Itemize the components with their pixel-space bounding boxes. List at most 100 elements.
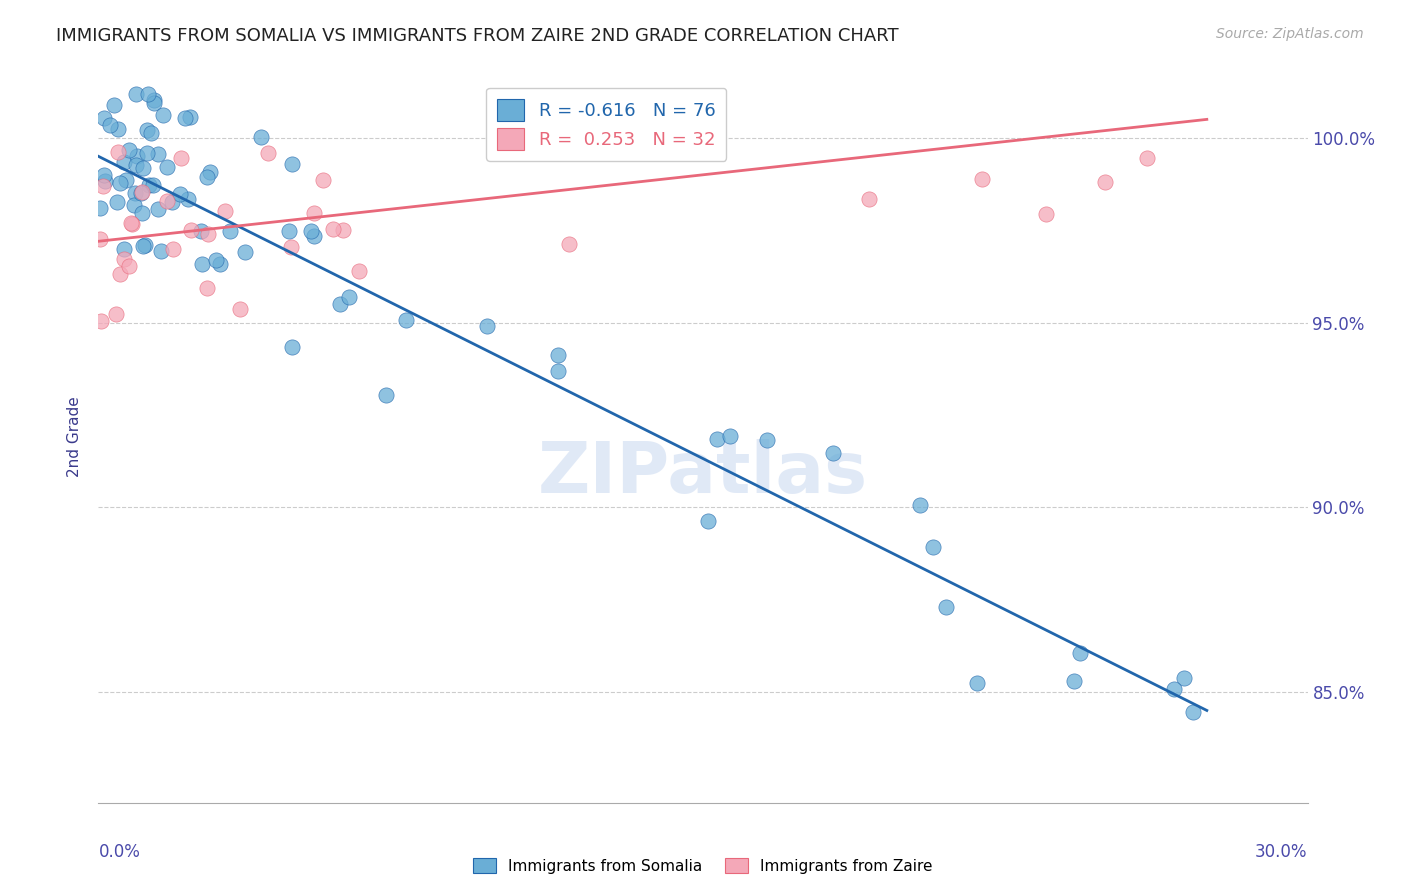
Point xyxy=(132,161,155,175)
Point xyxy=(547,363,569,377)
Point xyxy=(209,257,232,271)
Point xyxy=(136,87,159,101)
Point xyxy=(233,245,256,260)
Point xyxy=(146,147,169,161)
Point xyxy=(332,222,354,236)
Point xyxy=(108,268,131,282)
Point xyxy=(112,252,135,266)
Point xyxy=(304,206,326,220)
Point xyxy=(1094,175,1116,189)
Point xyxy=(131,239,153,253)
Point xyxy=(173,112,195,126)
Point xyxy=(94,173,117,187)
Point xyxy=(107,122,129,136)
Point xyxy=(105,195,128,210)
Point xyxy=(162,195,184,210)
Point xyxy=(169,186,191,201)
Point xyxy=(197,227,219,241)
Point xyxy=(349,264,371,278)
Point xyxy=(176,193,198,207)
Point xyxy=(89,232,111,246)
Point xyxy=(131,186,153,200)
Point xyxy=(910,498,932,512)
Point xyxy=(114,173,136,187)
Point xyxy=(922,540,945,554)
Point xyxy=(112,155,135,169)
Point xyxy=(179,110,201,124)
Point xyxy=(1069,646,1091,660)
Point xyxy=(122,197,145,211)
Point xyxy=(142,178,165,193)
Point xyxy=(93,112,115,126)
Point xyxy=(858,193,880,207)
Point xyxy=(190,223,212,237)
Point xyxy=(121,217,143,231)
Text: 30.0%: 30.0% xyxy=(1256,843,1308,861)
Point xyxy=(281,157,304,171)
Point xyxy=(250,130,273,145)
Point xyxy=(107,145,129,159)
Point xyxy=(156,161,179,175)
Point xyxy=(557,236,579,251)
Point xyxy=(205,253,228,268)
Point xyxy=(395,312,418,326)
Point xyxy=(93,168,115,182)
Point xyxy=(696,514,718,528)
Point xyxy=(125,158,148,172)
Point xyxy=(718,429,741,443)
Legend: R = -0.616   N = 76, R =  0.253   N = 32: R = -0.616 N = 76, R = 0.253 N = 32 xyxy=(486,87,727,161)
Point xyxy=(91,179,114,194)
Point xyxy=(281,340,304,354)
Point xyxy=(706,432,728,446)
Text: IMMIGRANTS FROM SOMALIA VS IMMIGRANTS FROM ZAIRE 2ND GRADE CORRELATION CHART: IMMIGRANTS FROM SOMALIA VS IMMIGRANTS FR… xyxy=(56,27,898,45)
Point xyxy=(547,349,569,363)
Point xyxy=(120,216,142,230)
Point xyxy=(195,281,218,295)
Point xyxy=(821,446,844,460)
Point xyxy=(134,237,156,252)
Point xyxy=(280,240,302,254)
Point xyxy=(475,318,498,333)
Point xyxy=(114,242,136,256)
Point xyxy=(191,257,214,271)
Point xyxy=(118,259,141,273)
Point xyxy=(200,165,222,179)
Point xyxy=(299,223,322,237)
Point xyxy=(125,87,148,101)
Point xyxy=(302,229,325,244)
Point xyxy=(322,222,344,236)
Text: Source: ZipAtlas.com: Source: ZipAtlas.com xyxy=(1216,27,1364,41)
Point xyxy=(108,176,131,190)
Point xyxy=(135,123,157,137)
Text: ZIPatlas: ZIPatlas xyxy=(538,439,868,508)
Point xyxy=(257,145,280,160)
Point xyxy=(152,108,174,122)
Point xyxy=(935,600,957,615)
Point xyxy=(162,242,184,256)
Point xyxy=(180,223,202,237)
Point xyxy=(105,307,128,321)
Point xyxy=(214,204,236,219)
Point xyxy=(375,388,398,402)
Point xyxy=(124,186,146,200)
Legend: Immigrants from Somalia, Immigrants from Zaire: Immigrants from Somalia, Immigrants from… xyxy=(467,852,939,880)
Y-axis label: 2nd Grade: 2nd Grade xyxy=(67,397,83,477)
Point xyxy=(1182,705,1205,719)
Point xyxy=(136,145,159,160)
Point xyxy=(139,126,162,140)
Point xyxy=(1163,681,1185,696)
Point xyxy=(118,143,141,157)
Point xyxy=(103,98,125,112)
Point xyxy=(131,186,153,200)
Point xyxy=(755,433,778,447)
Point xyxy=(125,149,148,163)
Point xyxy=(155,194,177,208)
Point xyxy=(89,202,111,216)
Text: 0.0%: 0.0% xyxy=(98,843,141,861)
Point xyxy=(1173,671,1195,685)
Point xyxy=(228,301,250,316)
Point xyxy=(311,172,333,186)
Point xyxy=(337,290,360,304)
Point xyxy=(143,96,166,111)
Point xyxy=(1136,151,1159,165)
